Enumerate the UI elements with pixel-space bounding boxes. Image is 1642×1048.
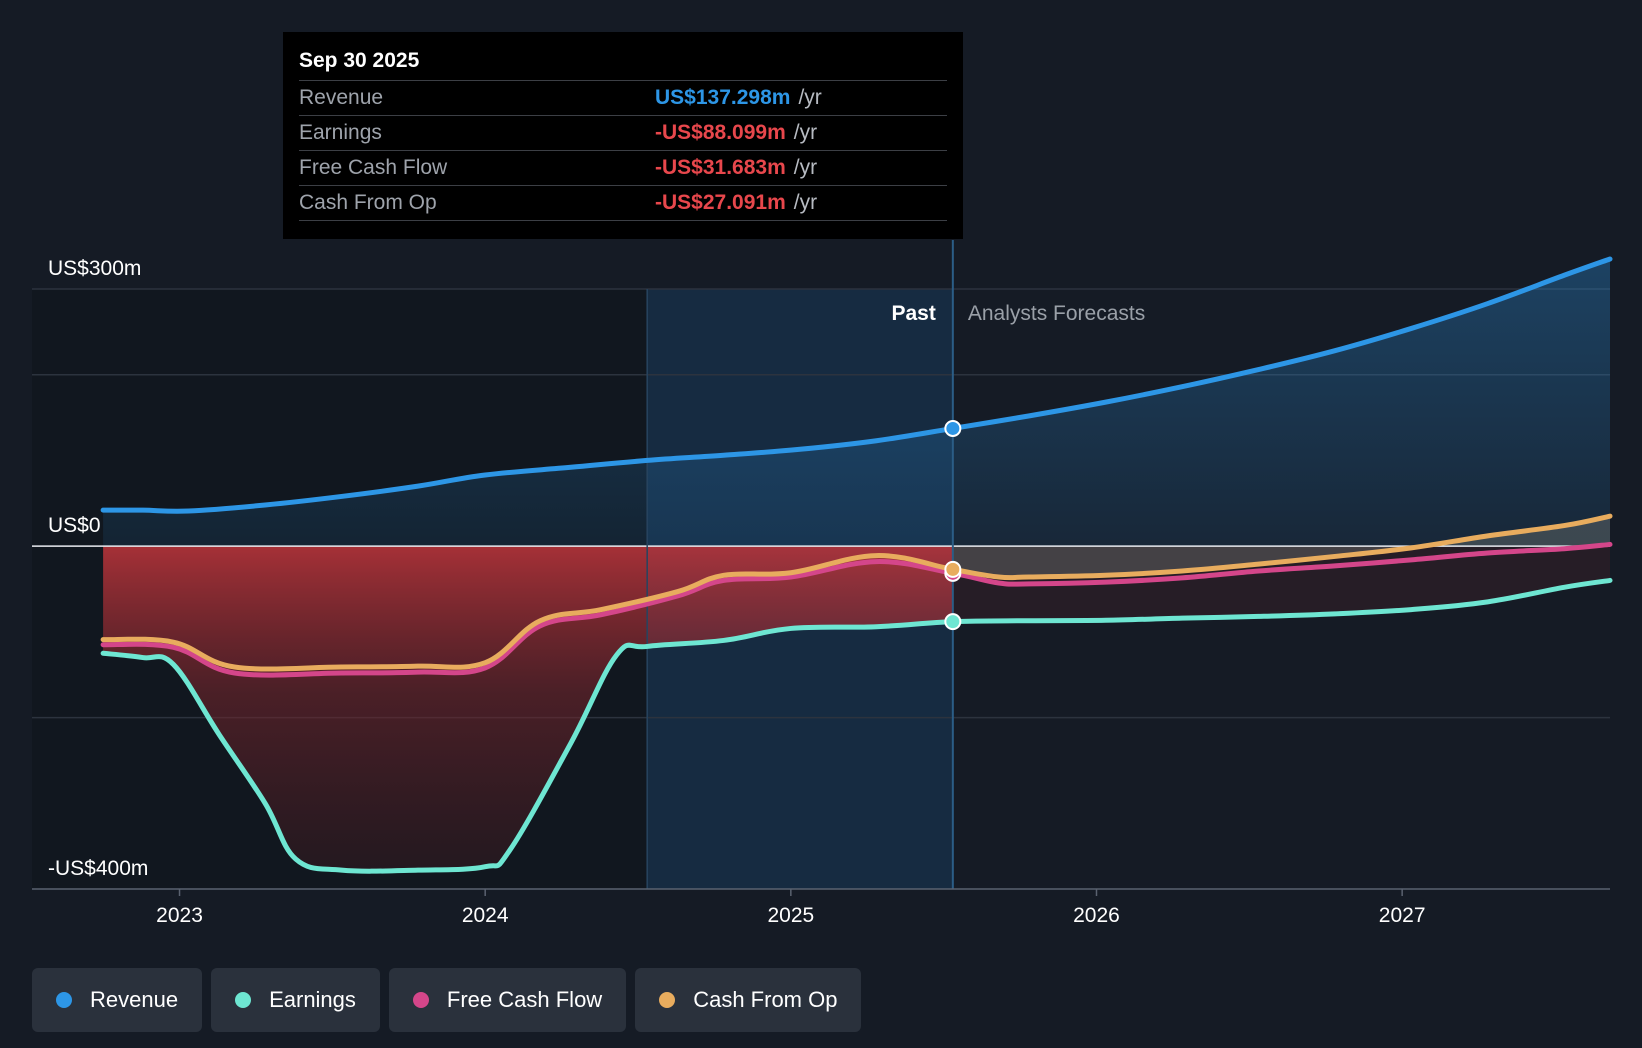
tooltip-label: Earnings (299, 121, 382, 144)
tooltip-unit: /yr (793, 191, 818, 214)
past-label: Past (891, 302, 935, 325)
y-axis-label: US$300m (48, 257, 141, 280)
legend-dot-icon (412, 992, 429, 1008)
marker-revenue (944, 419, 962, 437)
x-tick-label: 2025 (767, 904, 814, 927)
tooltip-label: Revenue (299, 86, 384, 109)
tooltip: Sep 30 2025 Revenue US$137.298m /yr Earn… (283, 32, 963, 239)
legend-dot-icon (235, 992, 252, 1008)
negative-area-forecast (952, 546, 1610, 622)
x-tick-label: 2023 (156, 904, 203, 927)
negative-area (103, 546, 953, 872)
legend-item-free-cash-flow[interactable]: Free Cash Flow (388, 968, 627, 1032)
legend-label: Cash From Op (693, 987, 838, 1012)
tooltip-unit: /yr (793, 156, 818, 179)
tooltip-value: -US$88.099m (655, 121, 786, 144)
revenue-area (103, 259, 1610, 547)
x-tick-label: 2026 (1073, 904, 1120, 927)
tooltip-label: Cash From Op (299, 191, 437, 214)
y-axis: US$300m US$0 -US$400m (48, 257, 148, 880)
tooltip-row-free-cash-flow: Free Cash Flow -US$31.683m /yr (299, 150, 947, 185)
series-line-cash-from-op (100, 513, 1613, 672)
tooltip-unit: /yr (793, 121, 818, 144)
legend-label: Revenue (90, 987, 179, 1012)
legend-item-earnings[interactable]: Earnings (211, 968, 380, 1032)
tooltip-rows: Revenue US$137.298m /yr Earnings -US$88.… (299, 80, 947, 221)
marker-cash-from-op (944, 560, 962, 578)
legend-label: Free Cash Flow (446, 987, 603, 1012)
legend-item-cash-from-op[interactable]: Cash From Op (635, 968, 862, 1032)
cashflow-gap-area (952, 516, 1610, 578)
tooltip-row-cash-from-op: Cash From Op -US$27.091m /yr (299, 185, 947, 221)
y-axis-label: US$0 (48, 514, 101, 537)
tooltip-date: Sep 30 2025 (299, 49, 420, 72)
series-line-free-cash-flow (100, 541, 1613, 678)
tooltip-value: -US$27.091m (655, 191, 786, 214)
legend-dot-icon (659, 992, 676, 1008)
tooltip-row-earnings: Earnings -US$88.099m /yr (299, 115, 947, 150)
x-tick-label: 2027 (1379, 904, 1426, 927)
marker-earnings (944, 613, 962, 631)
tooltip-unit: /yr (798, 86, 822, 109)
series-line-revenue (100, 256, 1613, 514)
tooltip-value: -US$31.683m (655, 156, 786, 179)
legend-item-revenue[interactable]: Revenue (32, 968, 203, 1032)
y-axis-label: -US$400m (48, 857, 148, 880)
series-line-earnings (100, 577, 1613, 874)
x-tick-label: 2024 (462, 904, 509, 927)
tooltip-row-revenue: Revenue US$137.298m /yr (299, 80, 947, 115)
legend-dot-icon (56, 992, 72, 1008)
tooltip-value: US$137.298m (655, 86, 791, 109)
forecast-label: Analysts Forecasts (968, 302, 1145, 325)
x-axis: 2023 2024 2025 2026 2027 (156, 889, 1426, 927)
legend: Revenue Earnings Free Cash Flow Cash Fro… (32, 968, 862, 1032)
legend-label: Earnings (269, 987, 356, 1012)
tooltip-label: Free Cash Flow (299, 156, 448, 179)
